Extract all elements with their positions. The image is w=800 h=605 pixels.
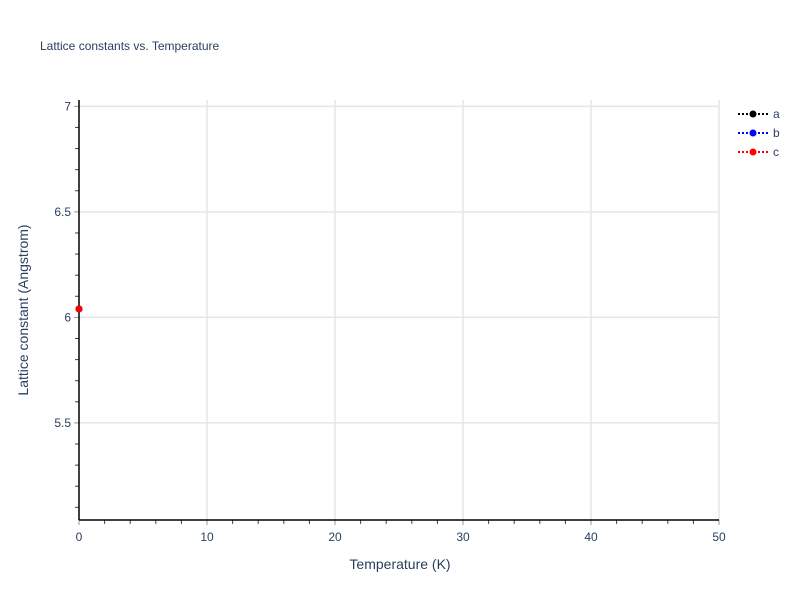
- legend-item-a[interactable]: a: [738, 107, 780, 121]
- chart-title: Lattice constants vs. Temperature: [40, 39, 220, 53]
- y-axis-label: Lattice constant (Angstrom): [15, 224, 31, 395]
- legend[interactable]: abc: [738, 107, 780, 159]
- x-tick-label: 0: [76, 530, 83, 544]
- legend-item-c[interactable]: c: [738, 145, 779, 159]
- y-tick-label: 5.5: [54, 416, 71, 430]
- legend-label: a: [773, 107, 780, 121]
- legend-item-b[interactable]: b: [738, 126, 780, 140]
- grid: [79, 100, 720, 520]
- x-tick-label: 30: [456, 530, 470, 544]
- x-axis-label: Temperature (K): [349, 556, 450, 572]
- data-marks: [75, 305, 83, 313]
- x-tick-label: 10: [200, 530, 214, 544]
- y-tick-label: 6: [64, 310, 71, 324]
- legend-marker-b: [749, 129, 757, 137]
- y-tick-label: 7: [64, 99, 71, 113]
- y-tick-label: 6.5: [54, 205, 71, 219]
- data-point-c: [75, 305, 83, 313]
- x-tick-label: 50: [712, 530, 726, 544]
- x-tick-label: 40: [584, 530, 598, 544]
- x-tick-label: 20: [328, 530, 342, 544]
- legend-label: c: [773, 145, 779, 159]
- legend-marker-c: [749, 148, 757, 156]
- legend-label: b: [773, 126, 780, 140]
- legend-marker-a: [749, 110, 757, 118]
